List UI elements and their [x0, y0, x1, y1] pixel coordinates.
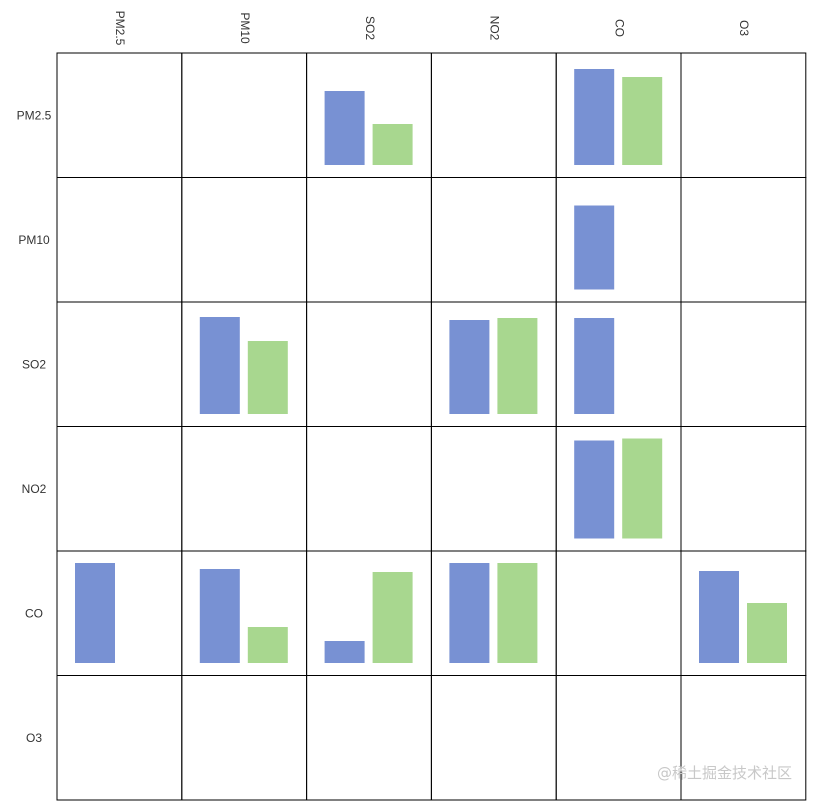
row-label: NO2 [22, 482, 47, 496]
bar-CO-PM10-2 [247, 627, 288, 663]
row-label: O3 [26, 731, 42, 745]
bar-PM10-CO-1 [574, 205, 615, 290]
grid-cell [56, 426, 183, 552]
grid-cell [680, 177, 807, 303]
bar-CO-O3-2 [747, 603, 787, 663]
bar-PM2.5-CO-1 [574, 69, 615, 165]
bar-NO2-CO-1 [574, 440, 615, 539]
row-label: SO2 [22, 357, 46, 371]
bar-CO-PM2.5-1 [75, 563, 115, 663]
grid-cell [555, 550, 682, 676]
grid-cell [181, 177, 308, 303]
grid-cell [56, 301, 183, 427]
grid-cell [56, 52, 183, 178]
bar-CO-SO2-1 [324, 641, 365, 663]
grid-cell [680, 675, 807, 801]
bar-CO-O3-1 [699, 571, 739, 663]
row-label: PM10 [18, 233, 50, 247]
grid-cell [181, 675, 308, 801]
grid-cell [306, 177, 432, 303]
grid-cell [430, 426, 557, 552]
grid-cell [306, 301, 432, 427]
bar-PM2.5-CO-2 [622, 77, 663, 165]
grid-cell [181, 426, 308, 552]
column-label: O3 [737, 20, 751, 36]
grid-cell [181, 52, 308, 178]
bar-SO2-CO-1 [574, 318, 615, 414]
grid-cell [56, 177, 183, 303]
grid-cell [306, 675, 432, 801]
column-label: PM2.5 [113, 11, 127, 46]
column-label: CO [612, 19, 626, 37]
grid-cell [680, 52, 807, 178]
grid-cell [430, 675, 557, 801]
watermark-text: @稀土掘金技术社区 [656, 764, 792, 782]
grid-cell [680, 301, 807, 427]
grid-cell [306, 426, 432, 552]
bar-SO2-NO2-2 [497, 318, 538, 414]
bar-CO-NO2-2 [497, 563, 538, 663]
grid-cell [430, 52, 557, 178]
bar-CO-SO2-2 [372, 572, 413, 663]
bar-CO-PM10-1 [199, 569, 240, 663]
bar-PM2.5-SO2-2 [372, 124, 413, 165]
grid-cell [430, 177, 557, 303]
bar-NO2-CO-2 [622, 438, 663, 539]
column-label: NO2 [488, 16, 502, 41]
bar-SO2-PM10-1 [199, 317, 240, 414]
row-label: PM2.5 [17, 108, 52, 122]
bar-PM2.5-SO2-1 [324, 91, 365, 165]
row-label: CO [25, 606, 43, 620]
bar-SO2-NO2-1 [449, 320, 490, 414]
bar-CO-NO2-1 [449, 563, 490, 663]
column-label: PM10 [238, 12, 252, 44]
grid-cell [56, 675, 183, 801]
column-label: SO2 [363, 16, 377, 40]
grid-cell [680, 426, 807, 552]
bar-SO2-PM10-2 [247, 341, 288, 414]
